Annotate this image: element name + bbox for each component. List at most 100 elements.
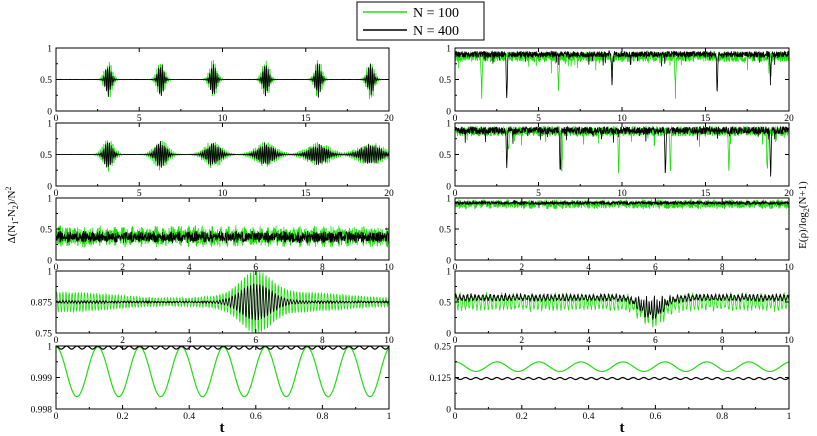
x-tick-label: 0 <box>54 412 59 422</box>
legend-label-n100: N = 100 <box>413 6 459 21</box>
y-tick-label: 0.5 <box>439 299 451 309</box>
y-tick-label: 0 <box>446 183 451 193</box>
x-tick-label: 0.6 <box>649 412 661 422</box>
x-tick-label: 0.8 <box>716 412 728 422</box>
panel-R1: 0 5 10 15 20 0 0.5 1 <box>439 45 794 125</box>
panel-L5: 0 0.2 0.4 0.6 0.8 1 0.998 0.999 1 <box>31 343 392 423</box>
series-R4-n400 <box>455 292 789 320</box>
legend: N = 100 N = 400 <box>356 1 485 41</box>
y-tick-label: 0 <box>446 406 451 416</box>
legend-label-n400: N = 400 <box>413 24 459 39</box>
y-tick-label: 0 <box>47 257 52 267</box>
x-tick-label: 0.2 <box>117 412 129 422</box>
panel-R5: 0 0.2 0.4 0.6 0.8 1 0 0.125 0.25 <box>430 343 792 423</box>
y-tick-label: 0.5 <box>40 76 52 86</box>
panel-R4: 0 2 4 6 8 10 0 0.5 1 <box>439 268 794 347</box>
x-tick-label: 20 <box>784 189 794 199</box>
y-tick-label: 0 <box>446 108 451 118</box>
x-tick-label: 0.4 <box>583 412 595 422</box>
x-tick-label: 10 <box>617 189 627 199</box>
panel-R2: 0 5 10 15 20 0 0.5 1 <box>439 120 794 200</box>
x-tick-label: 15 <box>301 189 311 199</box>
x-tick-label: 10 <box>384 263 394 273</box>
series-R1-n400 <box>455 49 789 99</box>
x-tick-label: 2 <box>120 263 125 273</box>
x-tick-label: 10 <box>784 263 794 273</box>
y-tick-label: 0.875 <box>31 299 53 309</box>
x-tick-label: 0 <box>453 263 458 273</box>
y-tick-label: 1 <box>446 45 451 55</box>
series-R5-n400 <box>455 376 789 381</box>
y-tick-label: 0.5 <box>40 151 52 161</box>
y-tick-label: 0.998 <box>31 406 53 416</box>
series-R5-n100 <box>455 361 789 373</box>
y-tick-label: 1 <box>446 195 451 205</box>
x-tick-label: 0.2 <box>516 412 528 422</box>
x-tick-label: 0 <box>54 263 59 273</box>
y-tick-label: 0 <box>446 330 451 340</box>
x-tick-label: 0 <box>453 189 458 199</box>
x-tick-label: 15 <box>701 189 711 199</box>
series-R1-n100 <box>455 50 789 100</box>
x-tick-label: 8 <box>320 336 325 346</box>
x-tick-label: 20 <box>784 114 794 124</box>
y-tick-label: 0.5 <box>40 226 52 236</box>
series-L5-n100 <box>56 346 389 398</box>
panel-L2: 0 5 10 15 20 0 0.5 1 <box>40 120 394 200</box>
y-tick-label: 0.75 <box>35 330 52 340</box>
x-tick-label: 0 <box>453 114 458 124</box>
x-tick-label: 6 <box>253 336 258 346</box>
x-tick-label: 5 <box>536 189 541 199</box>
series-L1-n400 <box>56 63 389 98</box>
y-tick-label: 1 <box>47 343 52 353</box>
x-tick-label: 5 <box>137 114 142 124</box>
series-R3-n400 <box>455 199 789 207</box>
y-tick-label: 0 <box>47 183 52 193</box>
y-tick-label: 0.5 <box>439 151 451 161</box>
x-tick-label: 5 <box>536 114 541 124</box>
x-tick-label: 20 <box>384 189 394 199</box>
panel-L3: 0 2 4 6 8 10 0 0.5 1 <box>40 195 394 274</box>
y-tick-label: 1 <box>47 45 52 55</box>
x-tick-label: 6 <box>653 263 658 273</box>
x-tick-label: 6 <box>653 336 658 346</box>
panel-L4: 0 2 4 6 8 10 0.75 0.875 1 <box>31 268 394 347</box>
legend-box <box>356 1 485 41</box>
x-tick-label: 4 <box>187 263 192 273</box>
x-tick-label: 6 <box>253 263 258 273</box>
x-tick-label: 4 <box>187 336 192 346</box>
right-x-axis-title: t <box>620 420 625 436</box>
x-tick-label: 10 <box>218 114 228 124</box>
x-tick-label: 10 <box>218 189 228 199</box>
series-L2-n400 <box>56 141 389 168</box>
panel-frame <box>55 345 390 410</box>
y-tick-label: 1 <box>47 120 52 130</box>
x-tick-label: 20 <box>384 114 394 124</box>
x-tick-label: 4 <box>586 263 591 273</box>
y-tick-label: 1 <box>47 268 52 278</box>
x-tick-label: 2 <box>519 336 524 346</box>
x-tick-label: 0 <box>54 336 59 346</box>
x-tick-label: 15 <box>701 114 711 124</box>
x-tick-label: 1 <box>787 412 792 422</box>
panel-L1: 0 5 10 15 20 0 0.5 1 <box>40 45 394 125</box>
series-R4-n100 <box>455 291 789 328</box>
y-tick-label: 0.25 <box>434 343 451 353</box>
x-tick-label: 0.6 <box>250 412 262 422</box>
x-tick-label: 10 <box>384 336 394 346</box>
x-tick-label: 8 <box>720 263 725 273</box>
x-tick-label: 0 <box>54 189 59 199</box>
right-y-axis-label: E(ρ)/log2(N+1) <box>797 181 811 249</box>
x-tick-label: 8 <box>720 336 725 346</box>
x-tick-label: 0 <box>453 336 458 346</box>
x-tick-label: 10 <box>617 114 627 124</box>
x-tick-label: 8 <box>320 263 325 273</box>
y-tick-label: 0 <box>47 108 52 118</box>
x-tick-label: 4 <box>586 336 591 346</box>
y-tick-label: 0.999 <box>31 374 53 384</box>
x-tick-label: 0 <box>453 412 458 422</box>
series-L3-n400 <box>56 230 389 244</box>
y-tick-label: 0.5 <box>439 226 451 236</box>
